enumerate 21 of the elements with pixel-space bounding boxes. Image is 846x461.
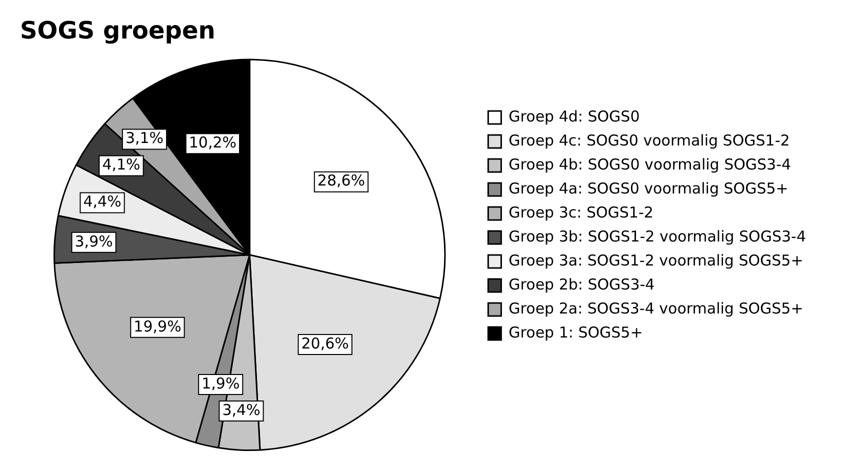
data-label: 3,9%: [74, 232, 113, 250]
data-label: 19,9%: [134, 317, 182, 336]
data-label: 28,6%: [317, 172, 366, 190]
chart-title: SOGS groepen: [20, 16, 216, 45]
legend-label: Groep 4d: SOGS0: [508, 107, 640, 126]
data-label: 4,4%: [83, 192, 122, 211]
legend-label: Groep 1: SOGS5+: [508, 323, 643, 342]
legend-label: Groep 4c: SOGS0 voormalig SOGS1-2: [508, 131, 790, 150]
legend-label: Groep 2a: SOGS3-4 voormalig SOGS5+: [508, 299, 804, 318]
legend-label: Groep 3b: SOGS1-2 voormalig SOGS3-4: [508, 227, 806, 246]
data-label: 3,1%: [125, 129, 164, 148]
legend-label: Groep 3c: SOGS1-2: [508, 203, 654, 222]
legend-label: Groep 2b: SOGS3-4: [508, 275, 655, 294]
data-label: 10,2%: [188, 134, 237, 152]
data-label: 1,9%: [202, 374, 240, 392]
legend-label: Groep 4b: SOGS0 voormalig SOGS3-4: [508, 155, 792, 174]
data-label: 20,6%: [301, 334, 349, 352]
data-label: 4,1%: [102, 156, 140, 174]
legend-label: Groep 3a: SOGS1-2 voormalig SOGS5+: [508, 251, 804, 270]
legend-label: Groep 4a: SOGS0 voormalig SOGS5+: [508, 179, 788, 198]
data-label: 3,4%: [222, 400, 260, 419]
